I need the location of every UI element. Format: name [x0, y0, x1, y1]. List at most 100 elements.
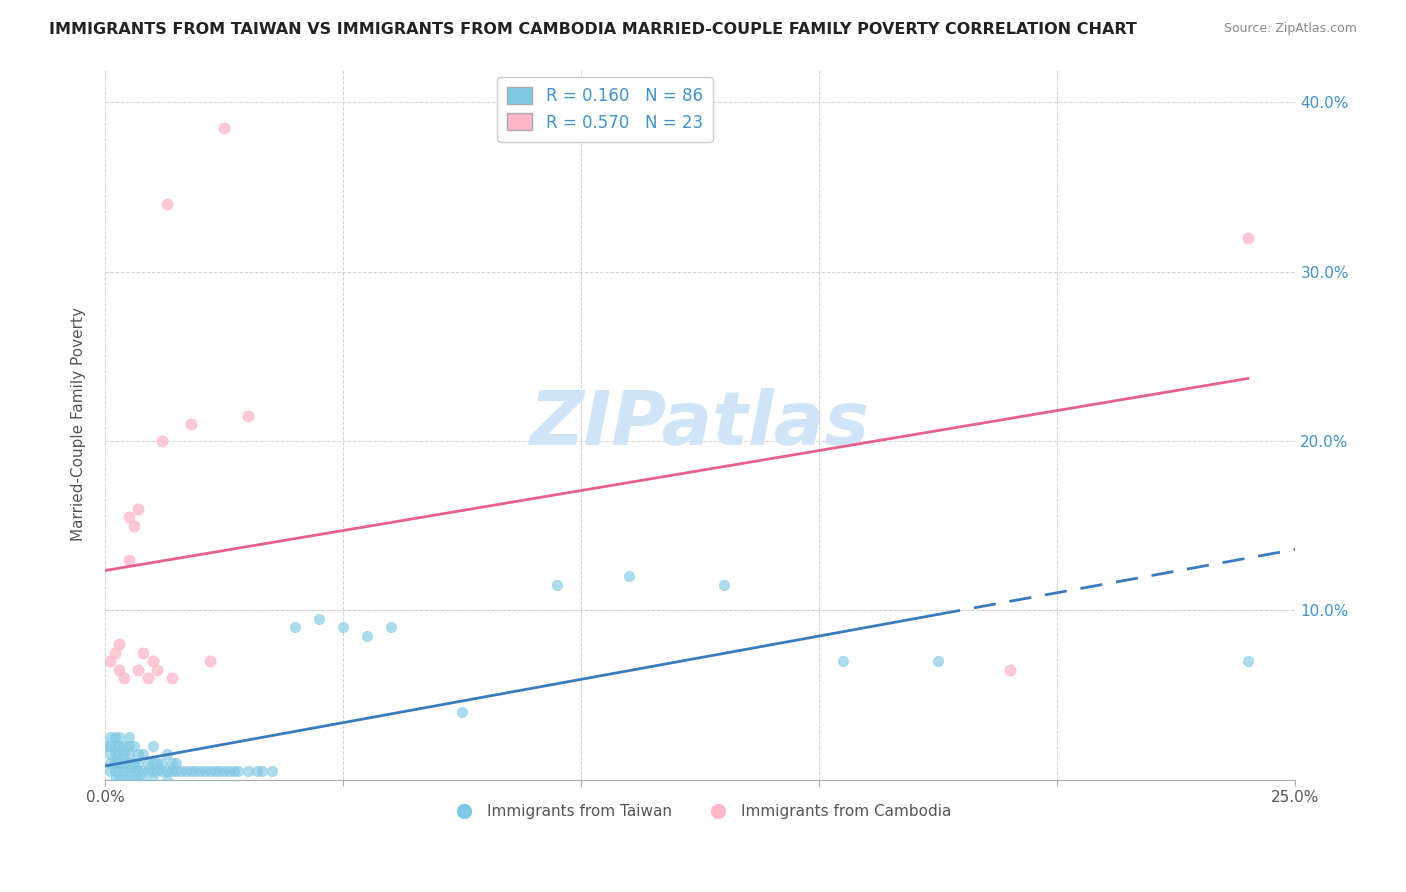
Point — [103, 772, 125, 787]
Text: ZIPatlas: ZIPatlas — [530, 387, 870, 460]
Point — [142, 772, 165, 787]
Point — [127, 747, 149, 762]
Point — [156, 764, 179, 779]
Point — [112, 764, 135, 779]
Point — [108, 739, 131, 753]
Point — [212, 120, 235, 135]
Point — [132, 764, 155, 779]
Point — [236, 409, 259, 423]
Point — [103, 756, 125, 770]
Point — [127, 501, 149, 516]
Point — [98, 731, 121, 745]
Point — [118, 731, 141, 745]
Point — [180, 764, 202, 779]
Point — [617, 569, 640, 583]
Point — [132, 772, 155, 787]
Point — [160, 764, 183, 779]
Point — [194, 764, 217, 779]
Point — [142, 739, 165, 753]
Point — [150, 764, 173, 779]
Point — [165, 764, 187, 779]
Point — [94, 739, 117, 753]
Point — [198, 764, 221, 779]
Point — [150, 756, 173, 770]
Point — [122, 739, 145, 753]
Point — [122, 764, 145, 779]
Point — [136, 764, 159, 779]
Text: IMMIGRANTS FROM TAIWAN VS IMMIGRANTS FROM CAMBODIA MARRIED-COUPLE FAMILY POVERTY: IMMIGRANTS FROM TAIWAN VS IMMIGRANTS FRO… — [49, 22, 1137, 37]
Point — [103, 739, 125, 753]
Point — [118, 552, 141, 566]
Point — [146, 756, 169, 770]
Point — [127, 772, 149, 787]
Point — [112, 756, 135, 770]
Point — [1237, 231, 1260, 245]
Text: Source: ZipAtlas.com: Source: ZipAtlas.com — [1223, 22, 1357, 36]
Point — [160, 756, 183, 770]
Point — [142, 764, 165, 779]
Point — [146, 663, 169, 677]
Point — [204, 764, 226, 779]
Point — [713, 578, 735, 592]
Legend: Immigrants from Taiwan, Immigrants from Cambodia: Immigrants from Taiwan, Immigrants from … — [443, 798, 957, 825]
Point — [160, 671, 183, 685]
Point — [308, 612, 330, 626]
Point — [170, 764, 193, 779]
Point — [98, 764, 121, 779]
Point — [228, 764, 250, 779]
Point — [112, 671, 135, 685]
Point — [122, 756, 145, 770]
Point — [451, 705, 474, 719]
Point — [212, 764, 235, 779]
Point — [118, 747, 141, 762]
Point — [222, 764, 245, 779]
Point — [122, 772, 145, 787]
Point — [356, 629, 378, 643]
Point — [98, 739, 121, 753]
Point — [118, 739, 141, 753]
Point — [98, 654, 121, 668]
Point — [112, 747, 135, 762]
Point — [108, 747, 131, 762]
Point — [208, 764, 231, 779]
Point — [112, 739, 135, 753]
Point — [284, 620, 307, 634]
Point — [142, 756, 165, 770]
Point — [108, 756, 131, 770]
Point — [156, 747, 179, 762]
Point — [246, 764, 269, 779]
Point — [174, 764, 197, 779]
Point — [112, 772, 135, 787]
Point — [127, 663, 149, 677]
Point — [103, 731, 125, 745]
Point — [103, 747, 125, 762]
Point — [260, 764, 283, 779]
Point — [165, 756, 187, 770]
Point — [98, 756, 121, 770]
Point — [127, 764, 149, 779]
Point — [108, 663, 131, 677]
Point — [236, 764, 259, 779]
Point — [546, 578, 568, 592]
Point — [184, 764, 207, 779]
Point — [1237, 654, 1260, 668]
Point — [250, 764, 273, 779]
Point — [118, 756, 141, 770]
Point — [927, 654, 949, 668]
Point — [132, 747, 155, 762]
Point — [146, 764, 169, 779]
Point — [180, 417, 202, 431]
Point — [127, 756, 149, 770]
Point — [118, 772, 141, 787]
Point — [118, 510, 141, 524]
Point — [142, 654, 165, 668]
Point — [108, 764, 131, 779]
Point — [380, 620, 402, 634]
Point — [198, 654, 221, 668]
Point — [136, 671, 159, 685]
Point — [103, 646, 125, 660]
Point — [108, 772, 131, 787]
Point — [122, 518, 145, 533]
Point — [136, 756, 159, 770]
Y-axis label: Married-Couple Family Poverty: Married-Couple Family Poverty — [72, 307, 86, 541]
